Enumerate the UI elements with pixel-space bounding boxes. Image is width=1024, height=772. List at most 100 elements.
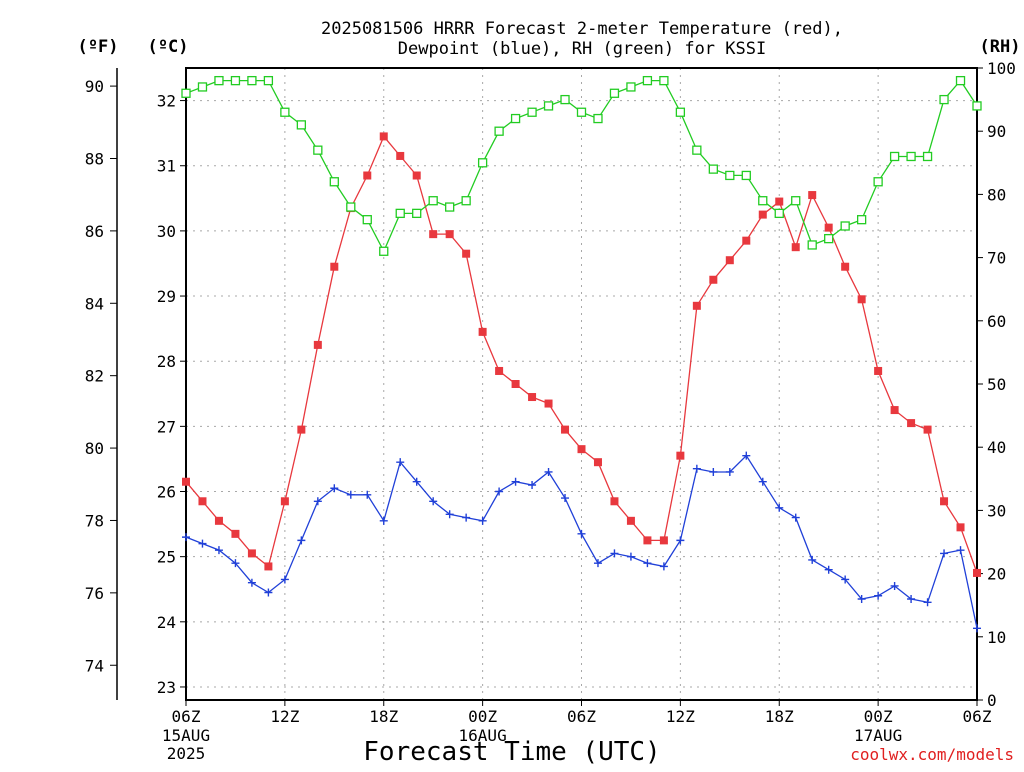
data-point [576, 107, 587, 117]
data-point [544, 467, 553, 476]
data-point [874, 366, 883, 375]
grid-lines [186, 68, 977, 700]
data-point [478, 327, 487, 336]
data-point [923, 598, 932, 607]
x-tick-label: 12Z [270, 707, 299, 726]
data-point [528, 480, 537, 489]
data-point [791, 243, 800, 252]
data-point [643, 536, 652, 545]
data-point [642, 75, 653, 86]
data-point [626, 82, 636, 92]
x-date-label: 15AUG [162, 726, 210, 745]
data-point [972, 101, 982, 111]
data-point [247, 549, 256, 558]
data-point [296, 120, 307, 130]
celsius-tick-label: 23 [157, 678, 176, 697]
x-tick-label: 18Z [765, 707, 794, 726]
data-point [362, 215, 372, 225]
data-point [956, 523, 965, 532]
rh-tick-label: 50 [987, 375, 1006, 394]
data-point [610, 497, 619, 506]
data-point [263, 75, 274, 86]
rh-tick-label: 100 [987, 59, 1016, 78]
x-tick-label: 06Z [172, 707, 201, 726]
data-point [495, 487, 504, 496]
data-point [280, 497, 289, 506]
data-point [247, 578, 256, 587]
data-point [692, 145, 702, 155]
data-point [577, 529, 586, 538]
data-point [297, 536, 306, 545]
data-point [874, 591, 883, 600]
data-point [346, 202, 356, 212]
x-tick-label: 06Z [567, 707, 596, 726]
data-point [824, 233, 834, 244]
rh-tick-label: 60 [987, 312, 1006, 331]
data-point [379, 132, 388, 141]
data-point [593, 458, 602, 467]
data-point [659, 536, 668, 545]
fahrenheit-tick-label: 84 [85, 294, 104, 313]
data-point [494, 126, 504, 136]
celsius-tick-label: 30 [157, 222, 176, 241]
data-point [264, 562, 273, 571]
data-point [709, 467, 718, 476]
x-axis-label: Forecast Time (UTC) [363, 737, 660, 767]
series-layer [181, 75, 982, 633]
data-point [791, 196, 801, 206]
data-point [477, 158, 488, 168]
data-point [626, 516, 635, 525]
fahrenheit-unit-label: (ºF) [78, 37, 119, 57]
data-point [708, 164, 718, 174]
data-point [741, 170, 751, 181]
x-tick-label: 18Z [369, 707, 398, 726]
data-point [808, 555, 817, 564]
data-point [577, 445, 586, 454]
fahrenheit-tick-label: 82 [85, 367, 104, 386]
data-point [742, 236, 751, 245]
data-point [841, 575, 850, 584]
celsius-tick-label: 31 [157, 157, 176, 176]
data-point [313, 340, 322, 349]
data-point [510, 113, 521, 124]
data-point [396, 458, 405, 467]
data-point [956, 546, 965, 555]
celsius-tick-label: 24 [157, 613, 176, 632]
data-point [774, 208, 784, 219]
data-point [543, 101, 554, 111]
data-point [396, 151, 405, 160]
x-date-label: 17AUG [854, 726, 902, 745]
data-point [808, 191, 817, 200]
data-point [511, 380, 520, 388]
data-point [231, 559, 240, 568]
data-point [824, 565, 833, 574]
data-point [412, 208, 422, 219]
data-point [429, 230, 438, 239]
chart-title-line-2: Dewpoint (blue), RH (green) for KSSI [398, 39, 766, 59]
rh-tick-label: 20 [987, 565, 1006, 584]
data-point [197, 82, 208, 92]
data-point [198, 497, 207, 506]
data-point [297, 425, 306, 434]
data-point [230, 75, 241, 86]
data-point [758, 196, 768, 206]
data-point [561, 494, 570, 503]
data-point [593, 559, 602, 568]
data-point [379, 246, 389, 256]
data-point [363, 171, 372, 180]
data-point [791, 513, 800, 522]
celsius-tick-label: 32 [157, 92, 176, 111]
data-point [198, 539, 207, 548]
chart-title-line-1: 2025081506 HRRR Forecast 2-meter Tempera… [321, 19, 843, 39]
data-point [478, 516, 487, 525]
data-point [429, 497, 438, 506]
data-point [445, 202, 455, 212]
data-point [428, 196, 438, 206]
data-point [676, 451, 685, 460]
data-point [725, 467, 734, 476]
data-point [214, 546, 223, 555]
data-point [889, 151, 900, 162]
series-dewpoint [182, 451, 981, 633]
